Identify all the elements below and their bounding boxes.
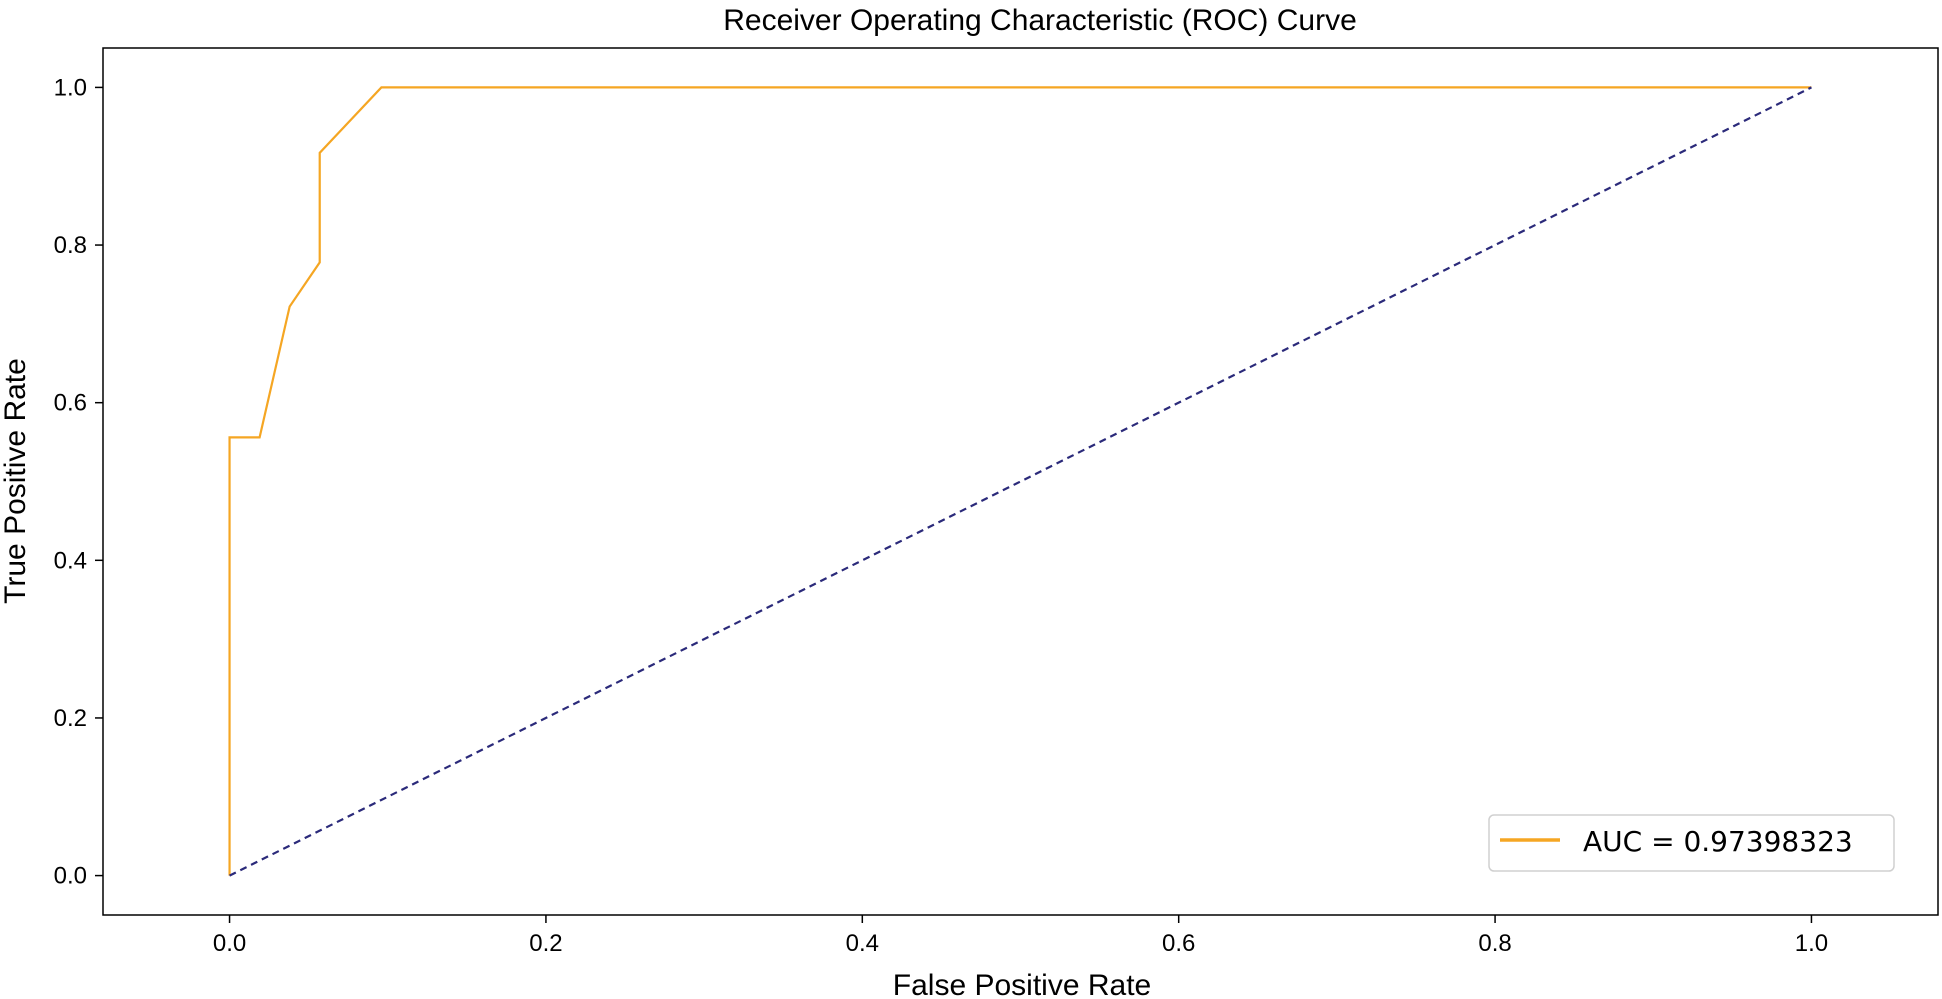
y-tick-label: 1.0 [54,74,87,101]
series-layer [228,86,1812,877]
chart-title: Receiver Operating Characteristic (ROC) … [723,4,1357,37]
roc-curve-line [228,86,1812,876]
x-tick-label: 1.0 [1795,930,1828,957]
legend: AUC = 0.97398323 [1488,814,1895,872]
x-axis-title: False Positive Rate [893,969,1151,999]
y-tick-label: 0.8 [54,232,87,259]
x-tick-label: 0.8 [1478,930,1511,957]
chance-diagonal-line [229,86,1812,877]
y-axis-title: True Positive Rate [0,358,32,604]
y-axis-ticks: 0.0 0.2 0.4 0.6 0.8 1.0 [54,74,103,890]
y-tick-label: 0.4 [54,547,87,574]
legend-label-auc: AUC = 0.97398323 [1583,825,1853,858]
plot-area-frame [102,47,1939,916]
y-tick-label: 0.0 [54,863,87,890]
x-tick-label: 0.2 [529,930,562,957]
legend-box [1488,814,1895,872]
x-tick-label: 0.4 [846,930,879,957]
y-tick-label: 0.2 [54,705,87,732]
x-axis-ticks: 0.0 0.2 0.4 0.6 0.8 1.0 [213,915,1828,957]
y-tick-label: 0.6 [54,390,87,417]
x-tick-label: 0.0 [213,930,246,957]
x-tick-label: 0.6 [1162,930,1195,957]
